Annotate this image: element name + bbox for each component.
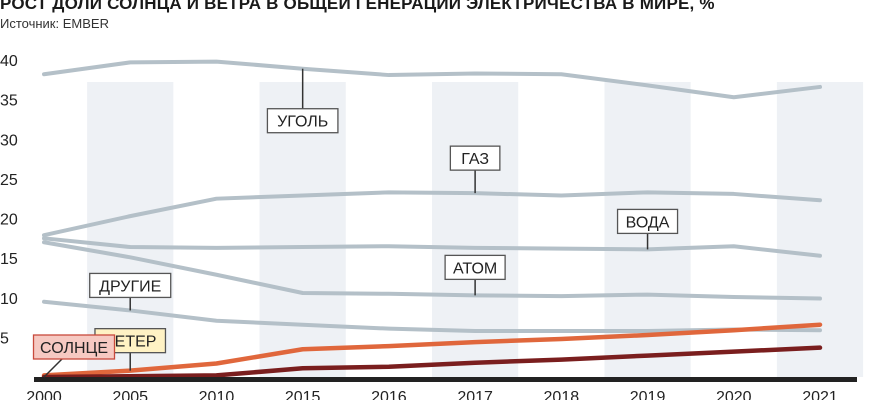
series-line [41,345,823,380]
label-box [616,208,679,235]
y-tick-label: 20 [0,212,18,229]
x-tick-label: 2005 [112,389,148,400]
x-tick-label: 2016 [371,389,407,400]
series-line [42,59,822,100]
x-tick-label: 2015 [285,389,321,400]
series-label: ГАЗ [461,151,489,168]
y-tick-label: 15 [0,251,18,268]
x-tick-label: 2020 [716,389,752,400]
x-tick-label: 2021 [802,389,838,400]
y-tick-label: 25 [0,172,18,189]
label-box [32,334,116,360]
x-tick-label: 2019 [630,389,666,400]
x-tick-label: 2010 [199,389,235,400]
series-label: ВЕТЕР [104,334,156,351]
y-tick-label: 35 [0,93,18,110]
title: РОСТ ДОЛИ СОЛНЦА И ВЕТРА В ОБЩЕЙ ГЕНЕРАЦ… [0,0,715,13]
series-line [42,240,822,301]
x-tick-label: 2000 [26,389,62,400]
series-line [42,299,822,334]
x-tick-label: 2018 [544,389,580,400]
label-box [266,108,339,134]
series-line [42,236,822,258]
x-tick-label: 2017 [457,389,493,400]
series-line [41,322,823,378]
x-axis-baseline [34,377,857,382]
y-tick-label: 40 [0,53,18,70]
series-label: СОЛНЦЕ [40,340,108,357]
series-label: УГОЛЬ [277,114,328,131]
label-box [444,254,506,281]
y-tick-label: 10 [0,291,18,308]
series-label: АТОМ [453,260,497,277]
column-band [87,82,174,377]
label-box [449,145,501,171]
series-line [42,190,822,238]
subtitle: Источник: EMBER [0,16,109,31]
series-label: ДРУГИЕ [99,278,161,295]
series-label: ВОДА [626,214,670,231]
y-tick-label: 5 [0,330,9,347]
label-box [89,272,172,299]
y-tick-label: 30 [0,132,18,149]
column-band [432,82,519,377]
column-band [776,82,864,377]
